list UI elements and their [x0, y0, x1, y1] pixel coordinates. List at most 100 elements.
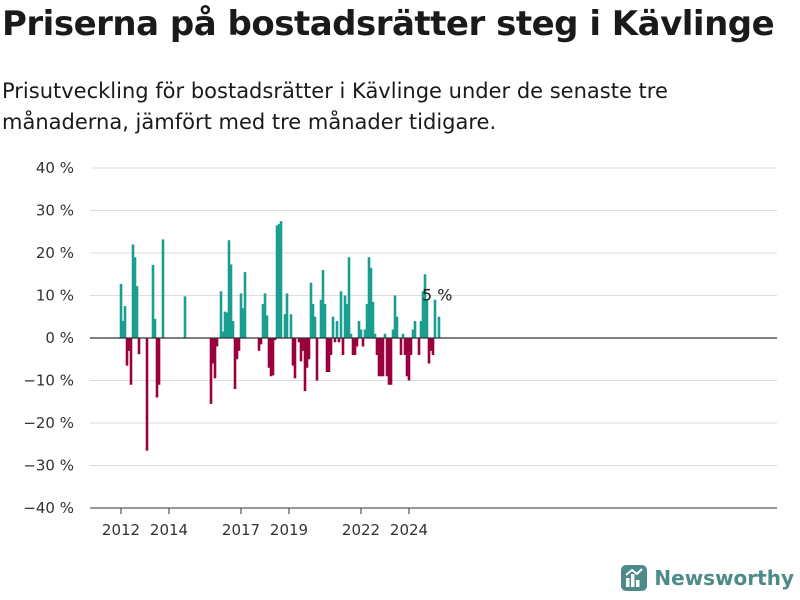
bar: [421, 291, 425, 338]
bar: [407, 338, 411, 381]
x-tick-label: 2014: [150, 521, 188, 539]
bar: [239, 293, 243, 338]
bar: [363, 329, 367, 338]
bar: [333, 338, 337, 343]
bar: [243, 272, 247, 338]
bar: [241, 308, 245, 338]
bar: [381, 338, 385, 377]
brand-logo: Newsworthy: [620, 564, 794, 592]
bar: [157, 338, 161, 385]
y-tick-label: 40 %: [36, 159, 74, 177]
bar: [271, 338, 275, 376]
bar: [423, 274, 427, 338]
newsworthy-logo-icon: [621, 565, 648, 591]
bar: [209, 338, 213, 404]
bar: [413, 321, 417, 338]
bar: [313, 316, 317, 338]
bar: [351, 338, 355, 355]
bar: [213, 338, 217, 379]
bar: [133, 257, 137, 338]
bar: [269, 338, 273, 377]
x-tick-label: 2022: [342, 521, 380, 539]
bar: [379, 338, 383, 377]
bar: [267, 338, 271, 368]
bar: [367, 257, 371, 338]
bar: [343, 295, 347, 338]
bar: [263, 293, 267, 338]
bar: [327, 338, 331, 372]
bar: [265, 315, 269, 338]
bar: [219, 291, 223, 338]
bar: [411, 329, 415, 338]
bar: [123, 306, 127, 338]
bar: [259, 338, 263, 345]
bar: [161, 239, 165, 338]
bar: [403, 338, 407, 355]
bar: [223, 311, 227, 338]
bar: [129, 338, 133, 385]
bar: [329, 338, 333, 355]
bar: [433, 299, 437, 338]
bar: [395, 316, 399, 338]
bar: [221, 331, 225, 338]
bar: [277, 224, 281, 338]
bar: [347, 257, 351, 338]
bar: [359, 329, 363, 338]
bar: [321, 270, 325, 338]
bar: [257, 338, 261, 351]
bar: [311, 304, 315, 338]
bar: [369, 267, 373, 338]
bar: [361, 338, 365, 347]
bar: [131, 244, 135, 338]
chart-subtitle: Prisutveckling för bostadsrätter i Kävli…: [2, 79, 668, 134]
bar: [119, 284, 123, 338]
bar: [405, 338, 409, 377]
y-axis: 40 % 30 % 20 % 10 % 0 % −10 % −20 % −30 % −40 %: [23, 159, 74, 517]
bar: [307, 338, 311, 360]
bar: [215, 338, 219, 347]
bar: [323, 304, 327, 338]
bars: [119, 221, 441, 451]
bar: [437, 316, 441, 338]
y-tick-label: −20 %: [23, 414, 74, 432]
bar: [341, 338, 345, 355]
bar: [419, 321, 423, 338]
bar: [417, 338, 421, 355]
bar: [275, 225, 279, 338]
brand-name: Newsworthy: [654, 566, 794, 590]
bar: [385, 338, 389, 377]
x-axis: 2012 2014 2017 2019 2022 2024: [90, 507, 777, 539]
bar: [285, 293, 289, 338]
bar: [227, 240, 231, 338]
bar: [337, 338, 341, 343]
x-tick-label: 2024: [390, 521, 428, 539]
bar: [319, 299, 323, 338]
bar: [339, 291, 343, 338]
bar: [349, 333, 353, 338]
bar: [305, 338, 309, 368]
chart-title: Priserna på bostadsrätter steg i Kävling…: [2, 4, 775, 44]
y-tick-label: −40 %: [23, 499, 74, 517]
bar: [427, 338, 431, 364]
bar: [373, 333, 377, 338]
bar: [331, 316, 335, 338]
bar: [401, 333, 405, 338]
bar: [429, 338, 433, 351]
x-tick-label: 2012: [102, 521, 140, 539]
bar: [375, 338, 379, 355]
bar: [393, 295, 397, 338]
bar: [303, 338, 307, 392]
bar: [153, 318, 157, 338]
bar: [325, 338, 329, 372]
y-tick-label: 30 %: [36, 202, 74, 220]
bar: [335, 321, 339, 338]
bar: [409, 338, 413, 355]
bar: [399, 338, 403, 355]
bar: [283, 314, 287, 338]
bar: [377, 338, 381, 377]
y-tick-label: −10 %: [23, 372, 74, 390]
bar: [135, 286, 139, 338]
bar: [289, 314, 293, 338]
bar: [225, 312, 229, 338]
bar: [125, 338, 129, 366]
